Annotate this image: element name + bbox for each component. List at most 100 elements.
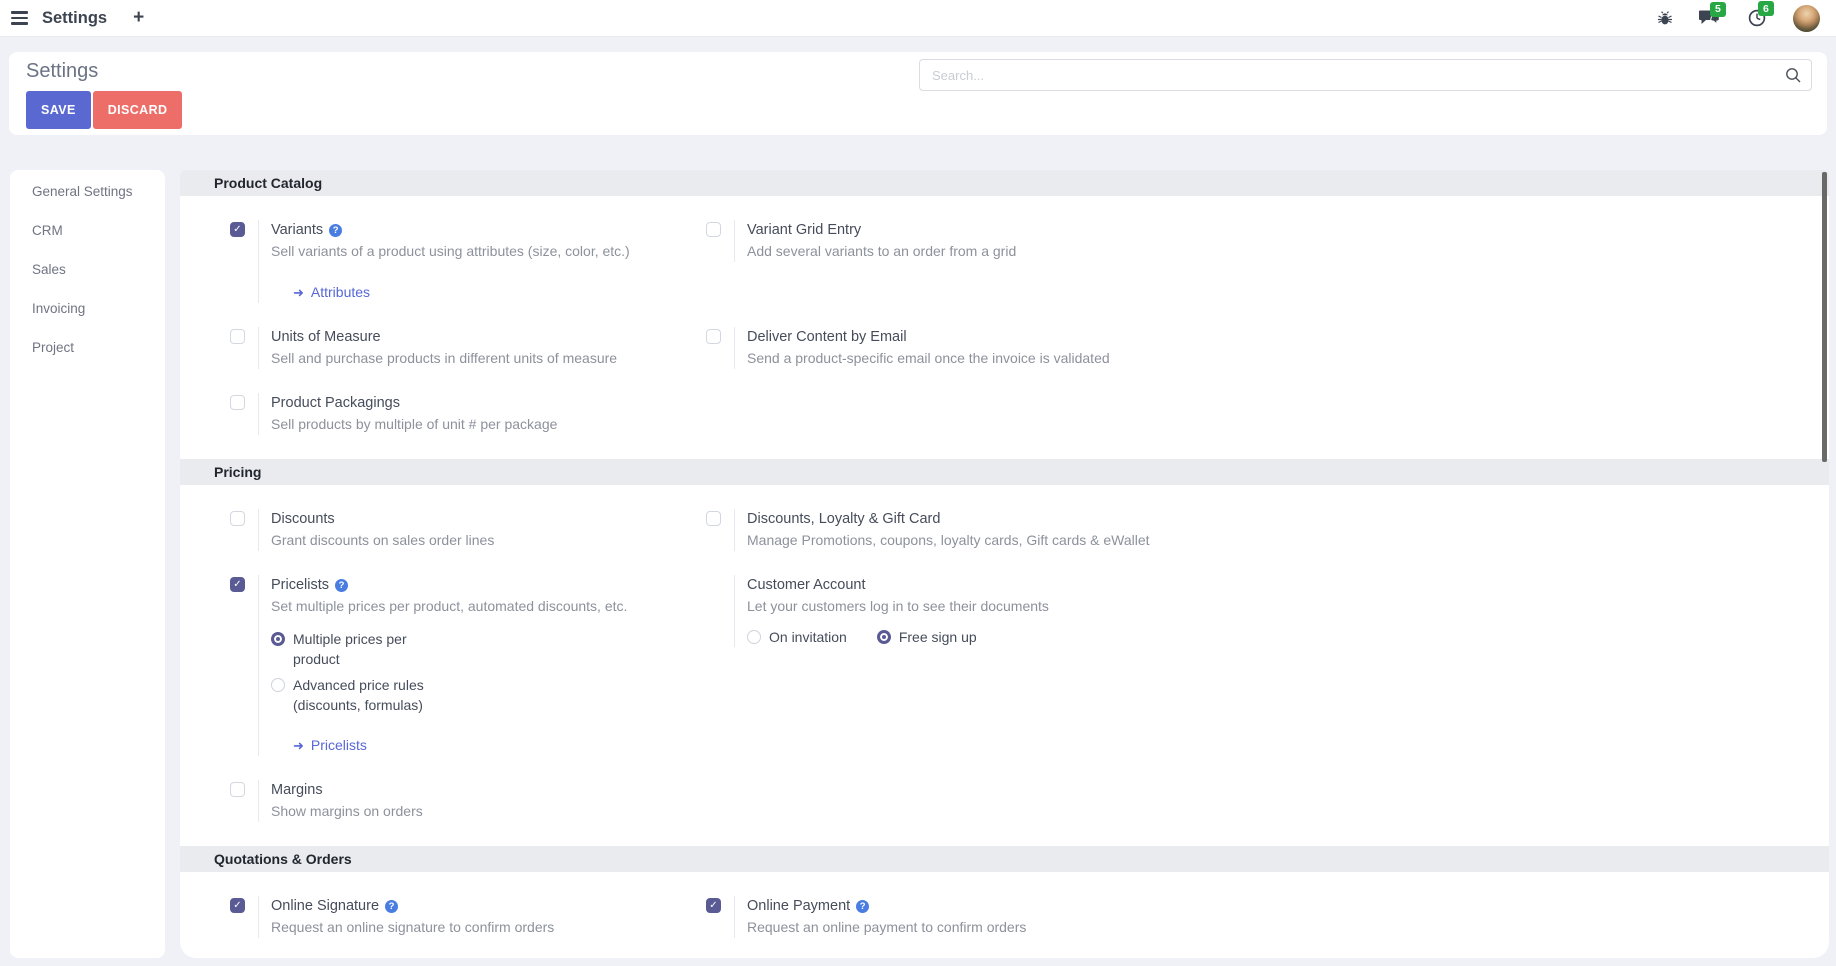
- variants-label: Variants: [271, 222, 324, 238]
- help-icon[interactable]: ?: [329, 224, 343, 237]
- settings-sidebar: General Settings CRM Sales Invoicing Project: [10, 170, 165, 958]
- radio-icon: [271, 678, 285, 692]
- section-pricing: Pricing Discounts Grant discounts on sales…: [180, 459, 1829, 846]
- margins-label: Margins: [271, 782, 323, 798]
- empty-cell: [690, 780, 1166, 822]
- settings-main-panel: Product Catalog ✓ Variants? Sell variants o…: [180, 170, 1829, 958]
- variant-grid-entry-checkbox[interactable]: [706, 222, 721, 237]
- pricelists-link[interactable]: Pricelists: [310, 737, 367, 753]
- setting-pricelists: ✓ Pricelists? Set multiple prices per prod…: [214, 575, 690, 756]
- section-header-pricing: Pricing: [180, 459, 1829, 485]
- section-quotations-orders: Quotations & Orders ✓ Online Signature? Req…: [180, 846, 1829, 958]
- product-packagings-checkbox[interactable]: [230, 395, 245, 410]
- user-avatar[interactable]: [1793, 4, 1820, 32]
- messages-count-badge: 5: [1710, 1, 1726, 17]
- section-product-catalog: Product Catalog ✓ Variants? Sell variants o…: [180, 170, 1829, 459]
- setting-discounts: Discounts Grant discounts on sales order …: [214, 509, 690, 551]
- customer-account-label: Customer Account: [747, 577, 866, 593]
- save-button[interactable]: SAVE: [26, 91, 91, 129]
- product-packagings-label: Product Packagings: [271, 395, 400, 411]
- radio-icon: [747, 630, 761, 644]
- margins-desc: Show margins on orders: [271, 803, 423, 819]
- online-payment-checkbox[interactable]: ✓: [706, 898, 721, 913]
- arrow-right-icon: ➜: [293, 285, 304, 300]
- sidebar-item-project[interactable]: Project: [32, 340, 75, 355]
- activities-count-badge: 6: [1758, 1, 1774, 16]
- control-panel: Settings SAVE DISCARD: [9, 52, 1827, 135]
- bug-icon[interactable]: [1657, 10, 1673, 26]
- setting-margins: Margins Show margins on orders: [214, 780, 690, 822]
- section-header-quotations-orders: Quotations & Orders: [180, 846, 1829, 872]
- plus-icon[interactable]: +: [133, 7, 145, 28]
- vertical-scrollbar[interactable]: [1822, 172, 1827, 462]
- setting-deliver-content-by-email: Deliver Content by Email Send a product-s…: [690, 327, 1166, 369]
- pricelists-radio-group: Multiple prices per product Advanced pric…: [271, 629, 690, 715]
- online-signature-label: Online Signature: [271, 898, 380, 914]
- variants-link[interactable]: Attributes: [310, 284, 371, 300]
- navbar-right-icons: 5 6: [1657, 1, 1820, 32]
- discounts-desc: Grant discounts on sales order lines: [271, 532, 495, 548]
- setting-customer-account: Customer Account Let your customers log i…: [690, 575, 1166, 756]
- setting-online-signature: ✓ Online Signature? Request an online sign…: [214, 896, 690, 938]
- search-box: [919, 59, 1812, 91]
- setting-online-payment: ✓ Online Payment? Request an online paymen…: [690, 896, 1166, 938]
- advanced-price-rules-discounts-formulas-radio[interactable]: Advanced price rules (discounts, formula…: [271, 675, 690, 715]
- setting-variants: ✓ Variants? Sell variants of a product usi…: [214, 220, 690, 303]
- online-signature-checkbox[interactable]: ✓: [230, 898, 245, 913]
- units-of-measure-checkbox[interactable]: [230, 329, 245, 344]
- setting-variant-grid-entry: Variant Grid Entry Add several variants t…: [690, 220, 1166, 303]
- action-buttons: SAVE DISCARD: [26, 91, 183, 129]
- margins-checkbox[interactable]: [230, 782, 245, 797]
- sidebar-item-invoicing[interactable]: Invoicing: [32, 301, 86, 316]
- units-of-measure-label: Units of Measure: [271, 329, 381, 345]
- free-sign-up-radio[interactable]: Free sign up: [876, 627, 977, 647]
- setting-discounts-loyalty-gift-card: Discounts, Loyalty & Gift Card Manage Pro…: [690, 509, 1166, 551]
- online-payment-desc: Request an online payment to confirm ord…: [747, 919, 1027, 935]
- discounts-checkbox[interactable]: [230, 511, 245, 526]
- variants-checkbox[interactable]: ✓: [230, 222, 245, 237]
- deliver-content-by-email-checkbox[interactable]: [706, 329, 721, 344]
- search-input[interactable]: [919, 59, 1812, 91]
- activities-clock-icon[interactable]: 6: [1747, 1, 1774, 28]
- discounts-loyalty-gift-card-desc: Manage Promotions, coupons, loyalty card…: [747, 532, 1150, 548]
- discounts-loyalty-gift-card-checkbox[interactable]: [706, 511, 721, 526]
- help-icon[interactable]: ?: [856, 900, 870, 913]
- empty-cell: [690, 393, 1166, 435]
- discard-button[interactable]: DISCARD: [92, 91, 183, 129]
- radio-selected-icon: [876, 630, 891, 644]
- app-title: Settings: [42, 8, 108, 27]
- variants-desc: Sell variants of a product using attribu…: [271, 243, 630, 259]
- variant-grid-entry-label: Variant Grid Entry: [747, 222, 862, 238]
- page-title: Settings: [26, 60, 99, 82]
- discounts-loyalty-gift-card-label: Discounts, Loyalty & Gift Card: [747, 511, 941, 527]
- sidebar-item-general-settings[interactable]: General Settings: [32, 184, 133, 199]
- online-signature-desc: Request an online signature to confirm o…: [271, 919, 555, 935]
- arrow-right-icon: ➜: [293, 738, 304, 753]
- deliver-content-by-email-label: Deliver Content by Email: [747, 329, 907, 345]
- product-packagings-desc: Sell products by multiple of unit # per …: [271, 416, 558, 432]
- sidebar-item-sales[interactable]: Sales: [32, 262, 66, 277]
- radio-selected-icon: [271, 632, 285, 646]
- pricelists-desc: Set multiple prices per product, automat…: [271, 598, 628, 614]
- online-payment-label: Online Payment: [747, 898, 851, 914]
- section-header-product-catalog: Product Catalog: [180, 170, 1829, 196]
- variant-grid-entry-desc: Add several variants to an order from a …: [747, 243, 1017, 259]
- multiple-prices-per-product-radio[interactable]: Multiple prices per product: [271, 629, 690, 669]
- messages-icon[interactable]: 5: [1699, 1, 1726, 28]
- setting-product-packagings: Product Packagings Sell products by multi…: [214, 393, 690, 435]
- pricelists-checkbox[interactable]: ✓: [230, 577, 245, 592]
- discounts-label: Discounts: [271, 511, 335, 527]
- help-icon[interactable]: ?: [335, 579, 349, 592]
- on-invitation-radio[interactable]: On invitation: [747, 627, 847, 647]
- hamburger-menu-icon[interactable]: [11, 11, 28, 25]
- sidebar-item-crm[interactable]: CRM: [32, 223, 63, 238]
- units-of-measure-desc: Sell and purchase products in different …: [271, 350, 618, 366]
- customer-account-desc: Let your customers log in to see their d…: [747, 598, 1049, 614]
- top-navbar: Settings + 5: [0, 0, 1836, 37]
- customer-account-radio-group: On invitation Free sign up: [747, 627, 1166, 647]
- search-icon[interactable]: [1785, 67, 1802, 89]
- pricelists-label: Pricelists: [271, 577, 330, 593]
- help-icon[interactable]: ?: [385, 900, 399, 913]
- setting-units-of-measure: Units of Measure Sell and purchase produc…: [214, 327, 690, 369]
- deliver-content-by-email-desc: Send a product-specific email once the i…: [747, 350, 1110, 366]
